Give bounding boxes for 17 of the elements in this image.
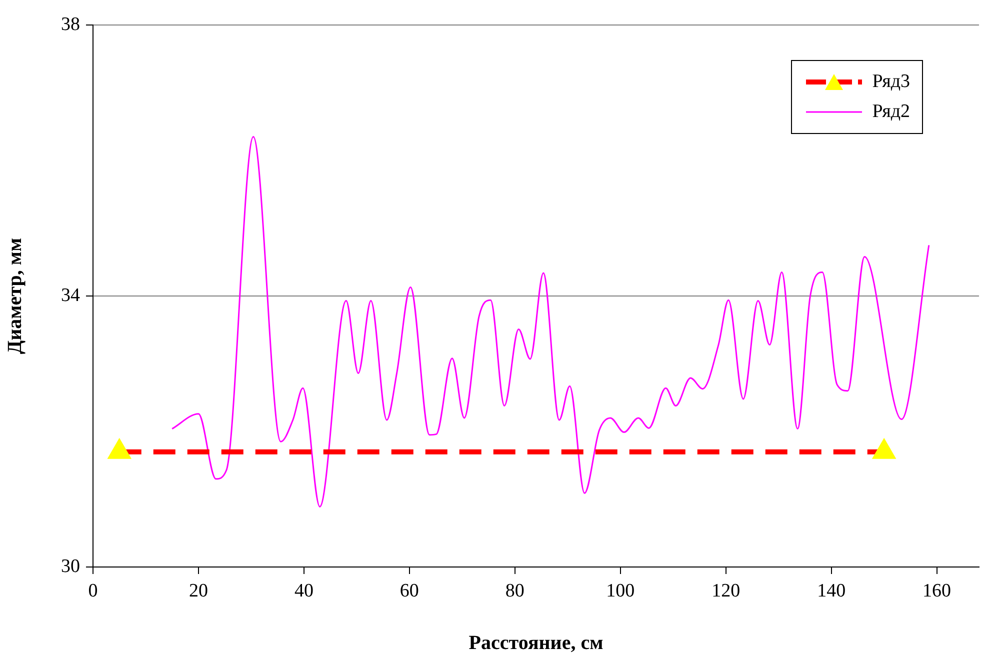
y-tick-label: 30	[61, 556, 80, 577]
y-axis-title: Диаметр, мм	[4, 238, 26, 354]
x-tick-label: 80	[505, 580, 524, 602]
x-tick-label: 140	[817, 580, 846, 602]
x-tick-label: 100	[606, 580, 635, 602]
x-tick-label: 0	[88, 580, 98, 602]
legend-label: Ряд3	[872, 71, 910, 93]
x-tick-label: 120	[712, 580, 740, 602]
x-tick-label: 40	[294, 580, 314, 602]
legend-label: Ряд2	[872, 101, 910, 123]
line-series	[171, 136, 930, 508]
y-tick-label: 38	[61, 14, 80, 35]
x-tick-label: 160	[922, 580, 952, 602]
x-axis-title: Расстояние, см	[468, 632, 604, 654]
x-tick-label: 20	[188, 580, 208, 602]
y-tick-label: 34	[61, 284, 80, 306]
x-tick-label: 60	[400, 580, 419, 602]
